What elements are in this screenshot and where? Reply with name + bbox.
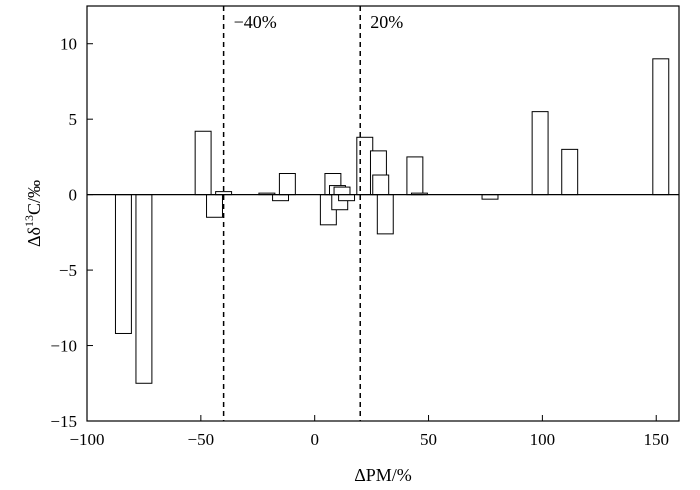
y-axis-ticks: −15 −10 −5 0 5 10 — [50, 35, 93, 431]
bar — [376, 194, 394, 235]
y-tick-label: 0 — [69, 186, 78, 205]
y-axis-label: Δδ13C/‰ — [22, 180, 44, 247]
plot-frame — [86, 5, 680, 422]
x-axis-label: ΔPM/% — [354, 465, 412, 485]
y-tick-label: 5 — [69, 110, 78, 129]
bars-layer — [114, 58, 670, 384]
bar — [372, 174, 390, 196]
bar — [481, 194, 499, 200]
x-tick-label: 100 — [530, 430, 556, 449]
bar — [278, 173, 296, 196]
bar — [561, 148, 579, 196]
x-tick-label: 50 — [420, 430, 437, 449]
y-tick-label: −15 — [50, 412, 77, 431]
x-tick-label: 150 — [643, 430, 669, 449]
x-tick-label: −50 — [188, 430, 215, 449]
y-axis-label-main: Δδ — [24, 227, 44, 247]
bar — [406, 156, 424, 196]
x-tick-label: 0 — [310, 430, 319, 449]
bar — [652, 58, 670, 196]
bar — [114, 194, 132, 334]
bar — [194, 130, 212, 196]
reference-line-label: −40% — [234, 12, 277, 32]
bar — [531, 111, 549, 196]
bar — [333, 186, 351, 196]
reference-line-label: 20% — [370, 12, 403, 32]
bar — [206, 194, 223, 218]
bar — [135, 194, 153, 384]
y-axis-label-rest: C/‰ — [24, 180, 44, 215]
reference-lines-layer: −40% 20% — [222, 6, 403, 421]
bar — [338, 194, 356, 202]
bar — [272, 194, 290, 202]
y-tick-label: −10 — [50, 337, 77, 356]
x-axis-ticks: −100 −50 0 50 100 150 — [69, 415, 669, 449]
y-tick-label: −5 — [59, 261, 77, 280]
y-tick-label: 10 — [60, 35, 77, 54]
y-axis-label-sup: 13 — [22, 215, 36, 227]
x-tick-label: −100 — [69, 430, 104, 449]
